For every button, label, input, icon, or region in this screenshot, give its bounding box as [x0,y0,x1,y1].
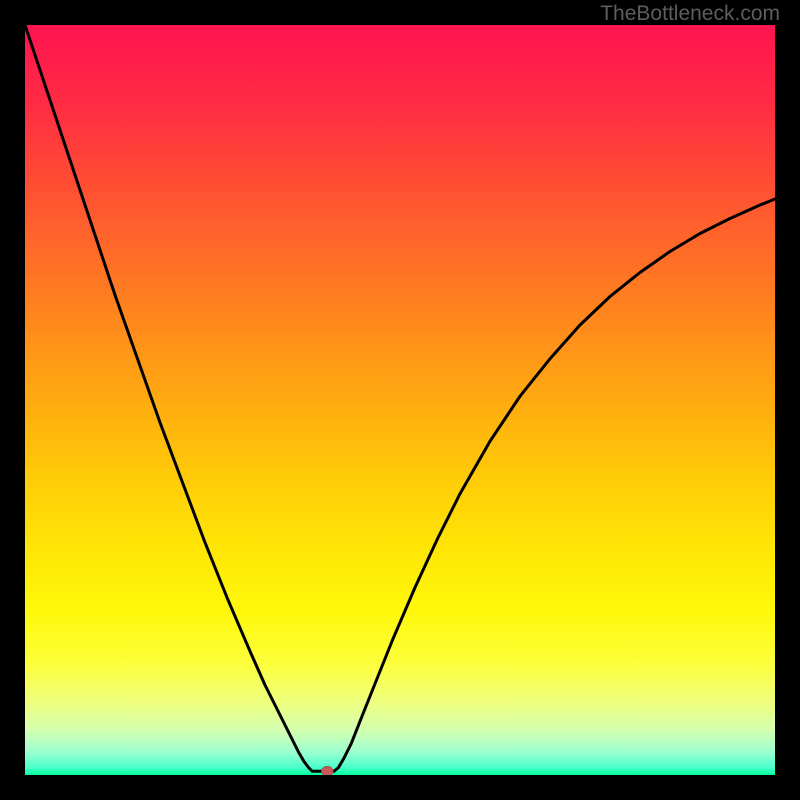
watermark-text: TheBottleneck.com [600,2,780,26]
minimum-marker [321,766,333,776]
chart-container: TheBottleneck.com [0,0,800,800]
plot-background [25,25,775,775]
chart-svg [0,0,800,800]
